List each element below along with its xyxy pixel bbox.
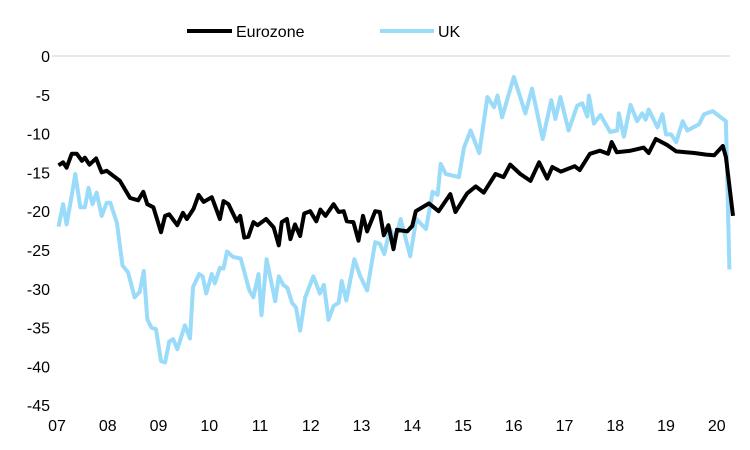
x-tick-label: 14 — [403, 418, 421, 435]
x-tick-label: 19 — [657, 418, 675, 435]
y-tick-label: -30 — [27, 282, 50, 299]
y-tick-label: -25 — [27, 243, 50, 260]
x-tick-label: 11 — [252, 418, 269, 435]
x-tick-label: 20 — [708, 418, 726, 435]
x-tick-label: 18 — [606, 418, 624, 435]
x-tick-label: 15 — [454, 418, 472, 435]
x-tick-label: 12 — [302, 418, 320, 435]
y-tick-label: -40 — [27, 359, 50, 376]
y-tick-label: -15 — [27, 165, 50, 182]
x-tick-label: 13 — [353, 418, 371, 435]
y-tick-label: -20 — [27, 204, 50, 221]
x-tick-label: 17 — [556, 418, 574, 435]
legend-label-uk: UK — [438, 24, 461, 41]
x-tick-label: 09 — [150, 418, 168, 435]
x-tick-label: 10 — [200, 418, 218, 435]
x-tick-label: 08 — [99, 418, 117, 435]
x-tick-label: 07 — [48, 418, 66, 435]
y-tick-label: -45 — [27, 398, 50, 415]
series-line-eurozone — [57, 137, 735, 252]
y-tick-label: -10 — [27, 127, 50, 144]
series-line-uk — [56, 75, 732, 365]
legend: Eurozone UK — [187, 24, 461, 41]
x-tick-label: 16 — [505, 418, 523, 435]
y-tick-label: 0 — [41, 49, 50, 66]
legend-label-eurozone: Eurozone — [236, 24, 305, 41]
y-tick-label: -5 — [36, 88, 50, 105]
y-tick-label: -35 — [27, 321, 50, 338]
